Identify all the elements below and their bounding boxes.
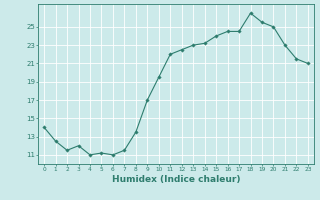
X-axis label: Humidex (Indice chaleur): Humidex (Indice chaleur) (112, 175, 240, 184)
